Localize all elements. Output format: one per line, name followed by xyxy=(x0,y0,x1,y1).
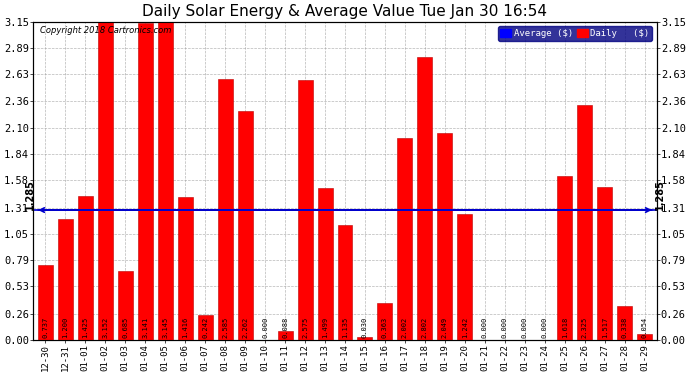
Bar xyxy=(78,196,92,340)
Bar xyxy=(637,334,652,340)
Text: 0.685: 0.685 xyxy=(122,316,128,338)
Text: 1.135: 1.135 xyxy=(342,316,348,338)
Legend: Average ($), Daily   ($): Average ($), Daily ($) xyxy=(497,26,652,40)
Text: 1.285: 1.285 xyxy=(655,179,664,210)
Text: 0.242: 0.242 xyxy=(202,316,208,338)
Text: 0.054: 0.054 xyxy=(642,316,648,338)
Bar xyxy=(277,331,293,340)
Bar xyxy=(197,315,213,340)
Text: 2.802: 2.802 xyxy=(422,316,428,338)
Text: 2.325: 2.325 xyxy=(582,316,588,338)
Text: 1.517: 1.517 xyxy=(602,316,608,338)
Bar xyxy=(118,271,132,340)
Bar xyxy=(457,214,473,340)
Text: 1.416: 1.416 xyxy=(182,316,188,338)
Bar xyxy=(377,303,393,340)
Bar xyxy=(437,133,453,340)
Title: Daily Solar Energy & Average Value Tue Jan 30 16:54: Daily Solar Energy & Average Value Tue J… xyxy=(143,4,547,19)
Bar xyxy=(58,219,72,340)
Bar xyxy=(297,80,313,340)
Bar xyxy=(357,337,373,340)
Text: 0.000: 0.000 xyxy=(502,316,508,338)
Text: 0.338: 0.338 xyxy=(622,316,628,338)
Text: 0.000: 0.000 xyxy=(482,316,488,338)
Bar xyxy=(578,105,592,340)
Text: 2.002: 2.002 xyxy=(402,316,408,338)
Bar xyxy=(38,266,53,340)
Text: 1.499: 1.499 xyxy=(322,316,328,338)
Bar xyxy=(237,111,253,340)
Text: 0.000: 0.000 xyxy=(542,316,548,338)
Text: 3.152: 3.152 xyxy=(102,316,108,338)
Text: 2.049: 2.049 xyxy=(442,316,448,338)
Text: 2.585: 2.585 xyxy=(222,316,228,338)
Text: 1.618: 1.618 xyxy=(562,316,568,338)
Text: 1.285: 1.285 xyxy=(26,179,35,210)
Text: 0.363: 0.363 xyxy=(382,316,388,338)
Bar xyxy=(158,22,172,340)
Text: 0.737: 0.737 xyxy=(42,316,48,338)
Bar xyxy=(217,79,233,340)
Bar xyxy=(598,187,612,340)
Text: 1.242: 1.242 xyxy=(462,316,468,338)
Bar xyxy=(397,138,413,340)
Text: 0.000: 0.000 xyxy=(262,316,268,338)
Text: 0.030: 0.030 xyxy=(362,316,368,338)
Text: 1.425: 1.425 xyxy=(82,316,88,338)
Bar xyxy=(417,57,433,340)
Bar xyxy=(618,306,632,340)
Text: 0.088: 0.088 xyxy=(282,316,288,338)
Text: 0.000: 0.000 xyxy=(522,316,528,338)
Bar xyxy=(558,176,572,340)
Text: 2.262: 2.262 xyxy=(242,316,248,338)
Text: 3.145: 3.145 xyxy=(162,316,168,338)
Bar xyxy=(178,197,193,340)
Text: 1.200: 1.200 xyxy=(62,316,68,338)
Bar xyxy=(138,22,152,340)
Bar xyxy=(317,188,333,340)
Bar xyxy=(337,225,353,340)
Text: Copyright 2018 Cartronics.com: Copyright 2018 Cartronics.com xyxy=(39,27,171,36)
Text: 3.141: 3.141 xyxy=(142,316,148,338)
Text: 2.575: 2.575 xyxy=(302,316,308,338)
Bar xyxy=(98,21,112,340)
